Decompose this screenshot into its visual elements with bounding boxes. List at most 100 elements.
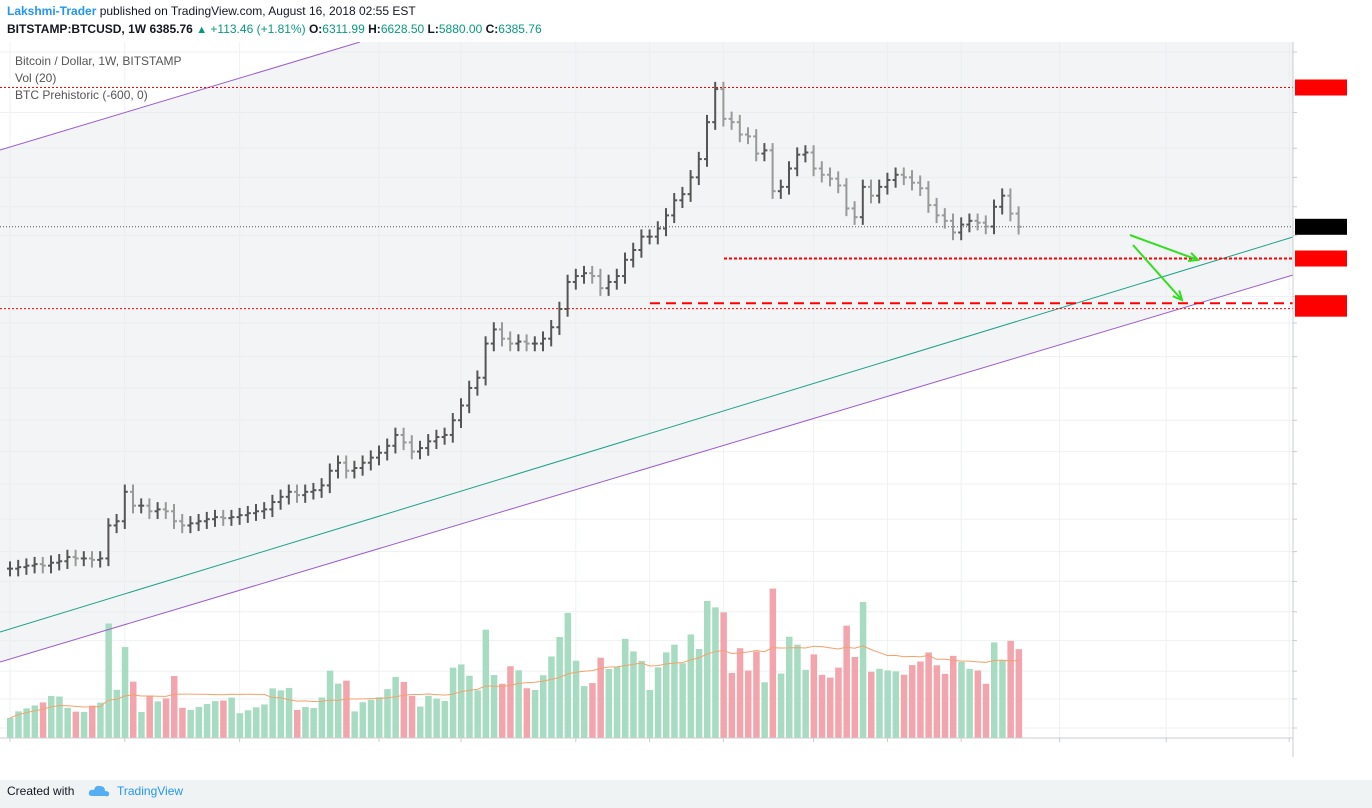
ohlc-bar [384,438,391,461]
volume-bar [917,661,924,738]
volume-bar [933,665,941,738]
volume-bar [179,707,186,738]
projection-arrow [1132,244,1183,301]
volume-bar [343,680,350,738]
ohlc-bar [777,179,784,199]
ohlc-bar [48,555,54,574]
ohlc-bar [556,301,563,335]
volume-bar [359,702,367,738]
volume-bar [31,705,39,738]
ohlc-bar [720,81,727,127]
close-label: C: [485,22,499,36]
legend-indicator: BTC Prehistoric (-600, 0) [15,88,148,102]
arrow-head-icon [1172,290,1184,302]
ohlc-bar [605,274,612,296]
ohlc-bar [7,561,13,577]
volume-bar [318,697,326,738]
ohlc-bar [523,334,530,352]
ohlc-bar [441,427,448,445]
ohlc-bar [171,504,177,529]
author-link[interactable]: Lakshmi-Trader [7,4,97,18]
volume-bar [277,690,285,738]
volume-bar [900,674,908,738]
volume-bar [212,701,219,738]
ohlc-bar [417,440,423,460]
upper-purple-trendline [0,42,361,151]
price-label [1295,218,1347,235]
volume-bar [515,670,522,738]
volume-bar [572,660,580,738]
ohlc-bar [130,484,136,514]
price-labels [1295,79,1347,317]
ohlc-bar [851,201,858,225]
ohlc-bar [794,147,801,177]
volume-bar [769,588,777,738]
ohlc-bar [515,334,522,352]
ohlc-bar [548,319,555,347]
price-label-bg [1295,300,1347,317]
ohlc-bar [351,460,358,479]
volume-bar [294,709,301,738]
ohlc-bar [884,172,891,195]
volume-bar [441,700,449,738]
price-axis [1293,51,1297,729]
ohlc-bar [982,215,989,235]
volume-bar [408,695,416,738]
volume-bar [48,695,55,738]
ohlc-bar [761,143,768,162]
volume-bar [269,688,276,738]
ohlc-bar [285,484,292,505]
volume-bar [868,671,875,738]
volume-bar [449,667,457,738]
ohlc-bar [991,199,997,235]
ohlc-bar [80,551,87,567]
volume-bar [687,634,695,738]
volume-bar [654,667,662,738]
volume-bar [113,689,121,738]
volume-bar [999,660,1006,738]
last-price: 6385.76 [149,22,193,36]
volume-ma-line [9,645,1019,719]
price-chart[interactable]: Bitcoin / Dollar, 1W, BITSTAMP Vol (20) … [0,42,1372,780]
volume-bar [581,686,588,738]
volume-bar [777,673,785,738]
ohlc-bar [474,370,481,396]
ohlc-bar [974,213,981,231]
ohlc-bar [318,478,325,498]
ohlc-bar [540,331,546,352]
volume-bar [712,607,719,738]
price-label [1295,250,1347,267]
price-label [1295,79,1347,96]
ohlc-bar [408,435,415,460]
ohlc-bar [343,455,350,479]
volume-bar [835,667,842,738]
volume-bar [679,663,686,738]
volume-bar [376,697,383,738]
ohlc-bar [671,193,678,224]
volume-bar [540,675,547,738]
ohlc-bar [613,268,620,290]
price-label-bg [1295,250,1347,267]
volume-bar [925,652,932,738]
volume-bar [162,698,170,738]
ohlc-bar [827,167,833,187]
volume-bar [285,687,293,738]
volume-bar [589,683,596,738]
ohlc-bar [15,559,22,577]
ohlc-bar [892,167,899,188]
volume-bar [892,671,900,738]
volume-bar [843,625,850,738]
footer-brand-link[interactable]: TradingView [117,784,184,798]
volume-bar [982,683,990,738]
ohlc-bar [146,498,153,519]
ohlc-bar [56,554,63,571]
volume-bar [1007,640,1014,738]
volume-bar [950,655,957,738]
volume-bar [507,666,514,738]
volume-bar [810,654,818,738]
volume-bar [827,677,834,738]
ohlc-bar [802,145,809,163]
price-change: +113.46 (+1.81%) [210,22,306,36]
channel-fill [0,42,1293,662]
legend-volume: Vol (20) [15,71,56,85]
